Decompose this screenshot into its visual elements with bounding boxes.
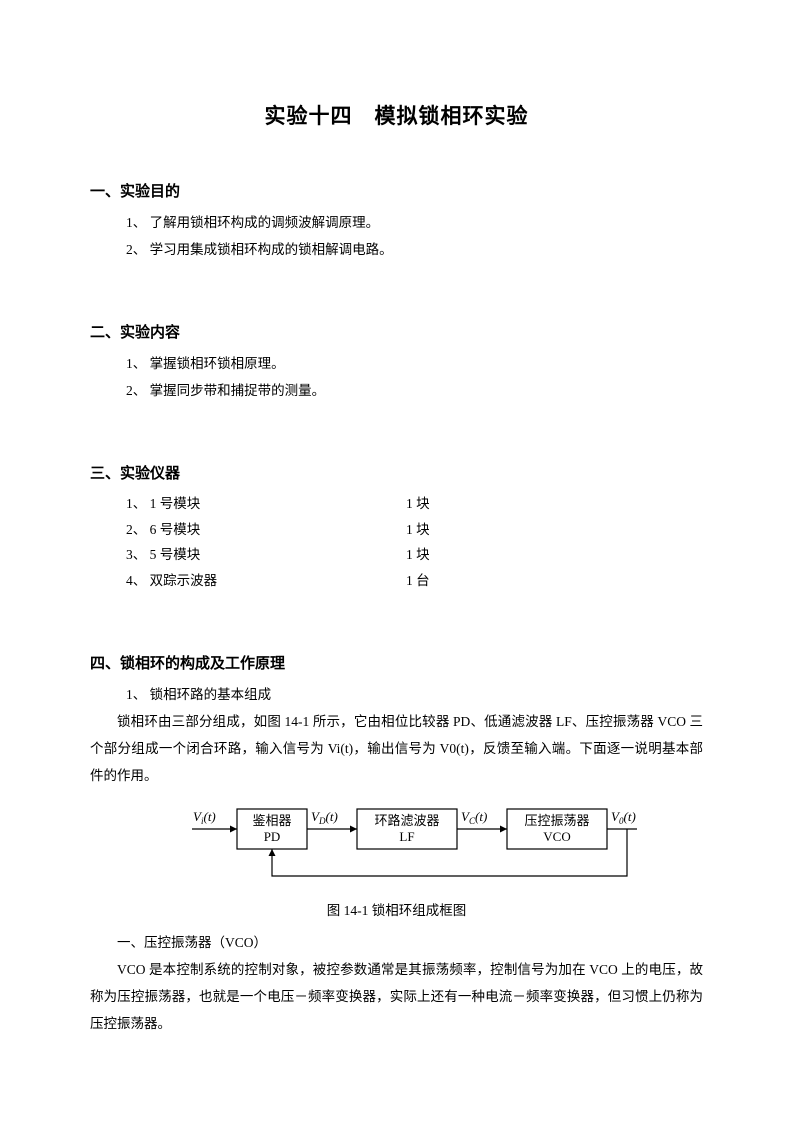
pll-diagram-svg: 鉴相器PD 环路滤波器LF 压控振荡器VCO Vi(t) VD(t) VC(t) V0(t): [157, 801, 637, 891]
s2-item-2: 2、 掌握同步带和捕捉带的测量。: [90, 377, 703, 404]
spacer: [90, 404, 703, 434]
svg-text:环路滤波器: 环路滤波器: [374, 813, 439, 828]
svg-text:LF: LF: [399, 829, 414, 844]
s1-item-1: 1、 了解用锁相环构成的调频波解调原理。: [90, 209, 703, 236]
s4-para1: 锁相环由三部分组成，如图 14-1 所示，它由相位比较器 PD、低通滤波器 LF…: [90, 708, 703, 789]
svg-text:VD(t): VD(t): [311, 809, 338, 826]
spacer: [90, 263, 703, 293]
block-diagram: 鉴相器PD 环路滤波器LF 压控振荡器VCO Vi(t) VD(t) VC(t) V0(t): [90, 801, 703, 891]
instr-row: 4、 双踪示波器 1 台: [90, 568, 703, 594]
s4-para2: VCO 是本控制系统的控制对象，被控参数通常是其振荡频率，控制信号为加在 VCO…: [90, 956, 703, 1037]
section-1-head: 一、实验目的: [90, 180, 703, 201]
instr-name: 2、 6 号模块: [126, 517, 406, 543]
svg-text:PD: PD: [263, 829, 280, 844]
instr-name: 4、 双踪示波器: [126, 568, 406, 594]
section-3-head: 三、实验仪器: [90, 462, 703, 483]
s1-item-2: 2、 学习用集成锁相环构成的锁相解调电路。: [90, 236, 703, 263]
svg-text:VCO: VCO: [543, 829, 570, 844]
s4-sub2: 一、压控振荡器（VCO）: [90, 929, 703, 956]
instr-name: 3、 5 号模块: [126, 542, 406, 568]
instr-row: 1、 1 号模块 1 块: [90, 491, 703, 517]
instr-row: 3、 5 号模块 1 块: [90, 542, 703, 568]
s2-item-1: 1、 掌握锁相环锁相原理。: [90, 350, 703, 377]
doc-title: 实验十四 模拟锁相环实验: [90, 100, 703, 130]
diagram-caption: 图 14-1 锁相环组成框图: [90, 899, 703, 919]
instr-qty: 1 块: [406, 517, 430, 543]
instr-qty: 1 台: [406, 568, 430, 594]
instr-qty: 1 块: [406, 491, 430, 517]
svg-text:V0(t): V0(t): [611, 809, 636, 826]
section-4-head: 四、锁相环的构成及工作原理: [90, 652, 703, 673]
section-2-head: 二、实验内容: [90, 321, 703, 342]
document-page: 实验十四 模拟锁相环实验 一、实验目的 1、 了解用锁相环构成的调频波解调原理。…: [0, 0, 793, 1122]
instr-row: 2、 6 号模块 1 块: [90, 517, 703, 543]
svg-text:Vi(t): Vi(t): [193, 809, 216, 826]
s4-sub1: 1、 锁相环路的基本组成: [90, 681, 703, 708]
instr-qty: 1 块: [406, 542, 430, 568]
svg-text:压控振荡器: 压控振荡器: [524, 813, 589, 828]
svg-text:鉴相器: 鉴相器: [252, 813, 291, 828]
instr-name: 1、 1 号模块: [126, 491, 406, 517]
spacer: [90, 594, 703, 624]
svg-text:VC(t): VC(t): [461, 809, 487, 826]
